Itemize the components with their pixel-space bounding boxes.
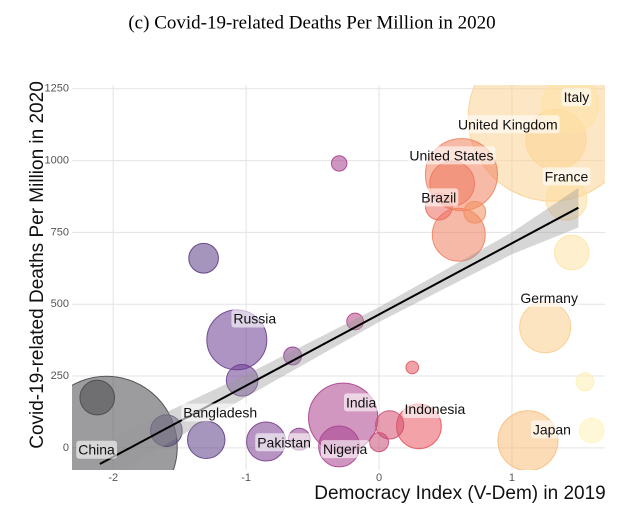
label-background bbox=[181, 403, 260, 422]
bubble bbox=[463, 200, 487, 224]
label-background bbox=[407, 146, 496, 165]
bubble bbox=[330, 155, 348, 172]
y-tick-label: 0 bbox=[63, 442, 69, 454]
label-background bbox=[320, 440, 370, 459]
bubble bbox=[575, 372, 595, 392]
point-label: Indonesia bbox=[405, 401, 466, 417]
bubble bbox=[150, 414, 183, 447]
label-background bbox=[343, 393, 379, 412]
bubble bbox=[519, 301, 572, 354]
bubble bbox=[79, 379, 116, 416]
point-label: Germany bbox=[520, 290, 578, 306]
y-tick-label: 500 bbox=[51, 298, 69, 310]
point-label: United States bbox=[409, 147, 493, 163]
label-background bbox=[518, 288, 580, 307]
point-label: Bangladesh bbox=[183, 405, 257, 421]
chart-title: (c) Covid-19-related Deaths Per Million … bbox=[128, 12, 495, 33]
y-tick-label: 750 bbox=[51, 226, 69, 238]
label-background bbox=[419, 188, 459, 207]
label-background bbox=[530, 420, 573, 439]
label-background bbox=[76, 440, 118, 459]
bubble bbox=[578, 417, 605, 444]
point-label: United Kingdom bbox=[458, 116, 558, 132]
label-background bbox=[561, 88, 592, 107]
point-label: Nigeria bbox=[323, 441, 368, 457]
label-background bbox=[402, 400, 468, 419]
label-background bbox=[456, 115, 560, 134]
bubble bbox=[497, 410, 559, 470]
bubble bbox=[405, 360, 420, 375]
trend-line bbox=[99, 206, 579, 465]
y-tick-label: 1250 bbox=[45, 83, 69, 95]
label-background bbox=[255, 433, 313, 452]
point-label: India bbox=[346, 394, 377, 410]
point-label: Japan bbox=[533, 421, 571, 437]
point-label: Brazil bbox=[421, 189, 456, 205]
label-background bbox=[231, 309, 279, 328]
point-label: Italy bbox=[564, 89, 590, 105]
x-tick-label: 1 bbox=[509, 472, 515, 484]
point-label: Russia bbox=[233, 311, 276, 327]
bubble bbox=[188, 242, 219, 274]
y-axis-label: Covid-19-related Deaths Per Million in 2… bbox=[27, 81, 48, 449]
x-tick-label: -1 bbox=[241, 472, 251, 484]
bubble bbox=[375, 410, 405, 440]
point-label: France bbox=[545, 168, 589, 184]
x-axis-label: Democracy Index (V-Dem) in 2019 bbox=[314, 483, 605, 504]
x-tick-label: 0 bbox=[376, 472, 382, 484]
y-tick-label: 250 bbox=[51, 370, 69, 382]
bubble bbox=[553, 234, 590, 271]
x-tick-label: -2 bbox=[108, 472, 118, 484]
label-background bbox=[542, 167, 591, 186]
point-label: China bbox=[78, 442, 115, 458]
y-tick-label: 1000 bbox=[45, 154, 69, 166]
bubble bbox=[369, 432, 390, 453]
point-label: Pakistan bbox=[257, 434, 311, 450]
